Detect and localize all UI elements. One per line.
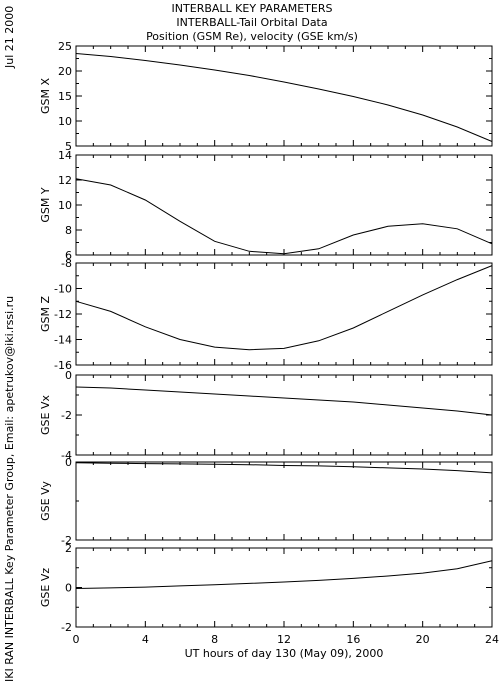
series-line [75,178,493,255]
series-line [75,386,493,416]
y-tick-label: 6 [65,249,72,262]
y-tick-label: -14 [54,334,72,347]
y-tick-label: -10 [54,283,72,296]
panel-frame [75,374,493,456]
y-tick-label: 2 [65,542,72,555]
y-tick-label: 12 [58,174,72,187]
y-tick-label: -4 [61,449,72,462]
y-tick-label: 15 [58,90,72,103]
chart-caption: Position (GSM Re), velocity (GSE km/s) [146,30,358,43]
y-tick-label: 0 [65,369,72,382]
y-tick-label: 14 [58,149,72,162]
panel-frame [75,262,493,366]
y-tick-label: -2 [61,409,72,422]
y-tick-label: -2 [61,534,72,547]
y-tick-label: 20 [58,65,72,78]
y-axis-label: GSE Vy [39,481,52,521]
y-tick-label: 0 [65,582,72,595]
y-axis-label: GSE Vz [39,568,52,607]
y-axis-label: GSE Vx [39,395,52,435]
y-tick-label: 0 [65,456,72,469]
series-line [75,265,493,351]
y-tick-label: 10 [58,115,72,128]
y-tick-label: 10 [58,199,72,212]
y-axis-label: GSM X [39,78,52,114]
panel-frame [75,461,493,541]
y-axis-label: GSM Y [39,187,52,222]
x-tick-label: 16 [346,633,360,646]
series-line [75,462,493,474]
x-tick-label: 8 [211,633,218,646]
x-tick-label: 4 [142,633,149,646]
series-line [75,560,493,589]
x-tick-label: 0 [73,633,80,646]
panel-frame [75,45,493,147]
y-tick-label: -8 [61,257,72,270]
y-tick-label: 25 [58,40,72,53]
x-tick-label: 20 [416,633,430,646]
y-axis-label: GSM Z [39,296,52,332]
x-tick-label: 24 [485,633,499,646]
chart-subtitle: INTERBALL-Tail Orbital Data [176,16,328,29]
y-tick-label: 5 [65,140,72,153]
y-tick-label: 8 [65,224,72,237]
y-tick-label: -12 [54,308,72,321]
panel-frame [75,154,493,256]
y-tick-label: -2 [61,621,72,634]
series-line [75,53,493,142]
x-axis-label: UT hours of day 130 (May 09), 2000 [185,647,384,660]
x-tick-label: 12 [277,633,291,646]
chart-title: INTERBALL KEY PARAMETERS [171,2,333,15]
y-tick-label: -16 [54,359,72,372]
